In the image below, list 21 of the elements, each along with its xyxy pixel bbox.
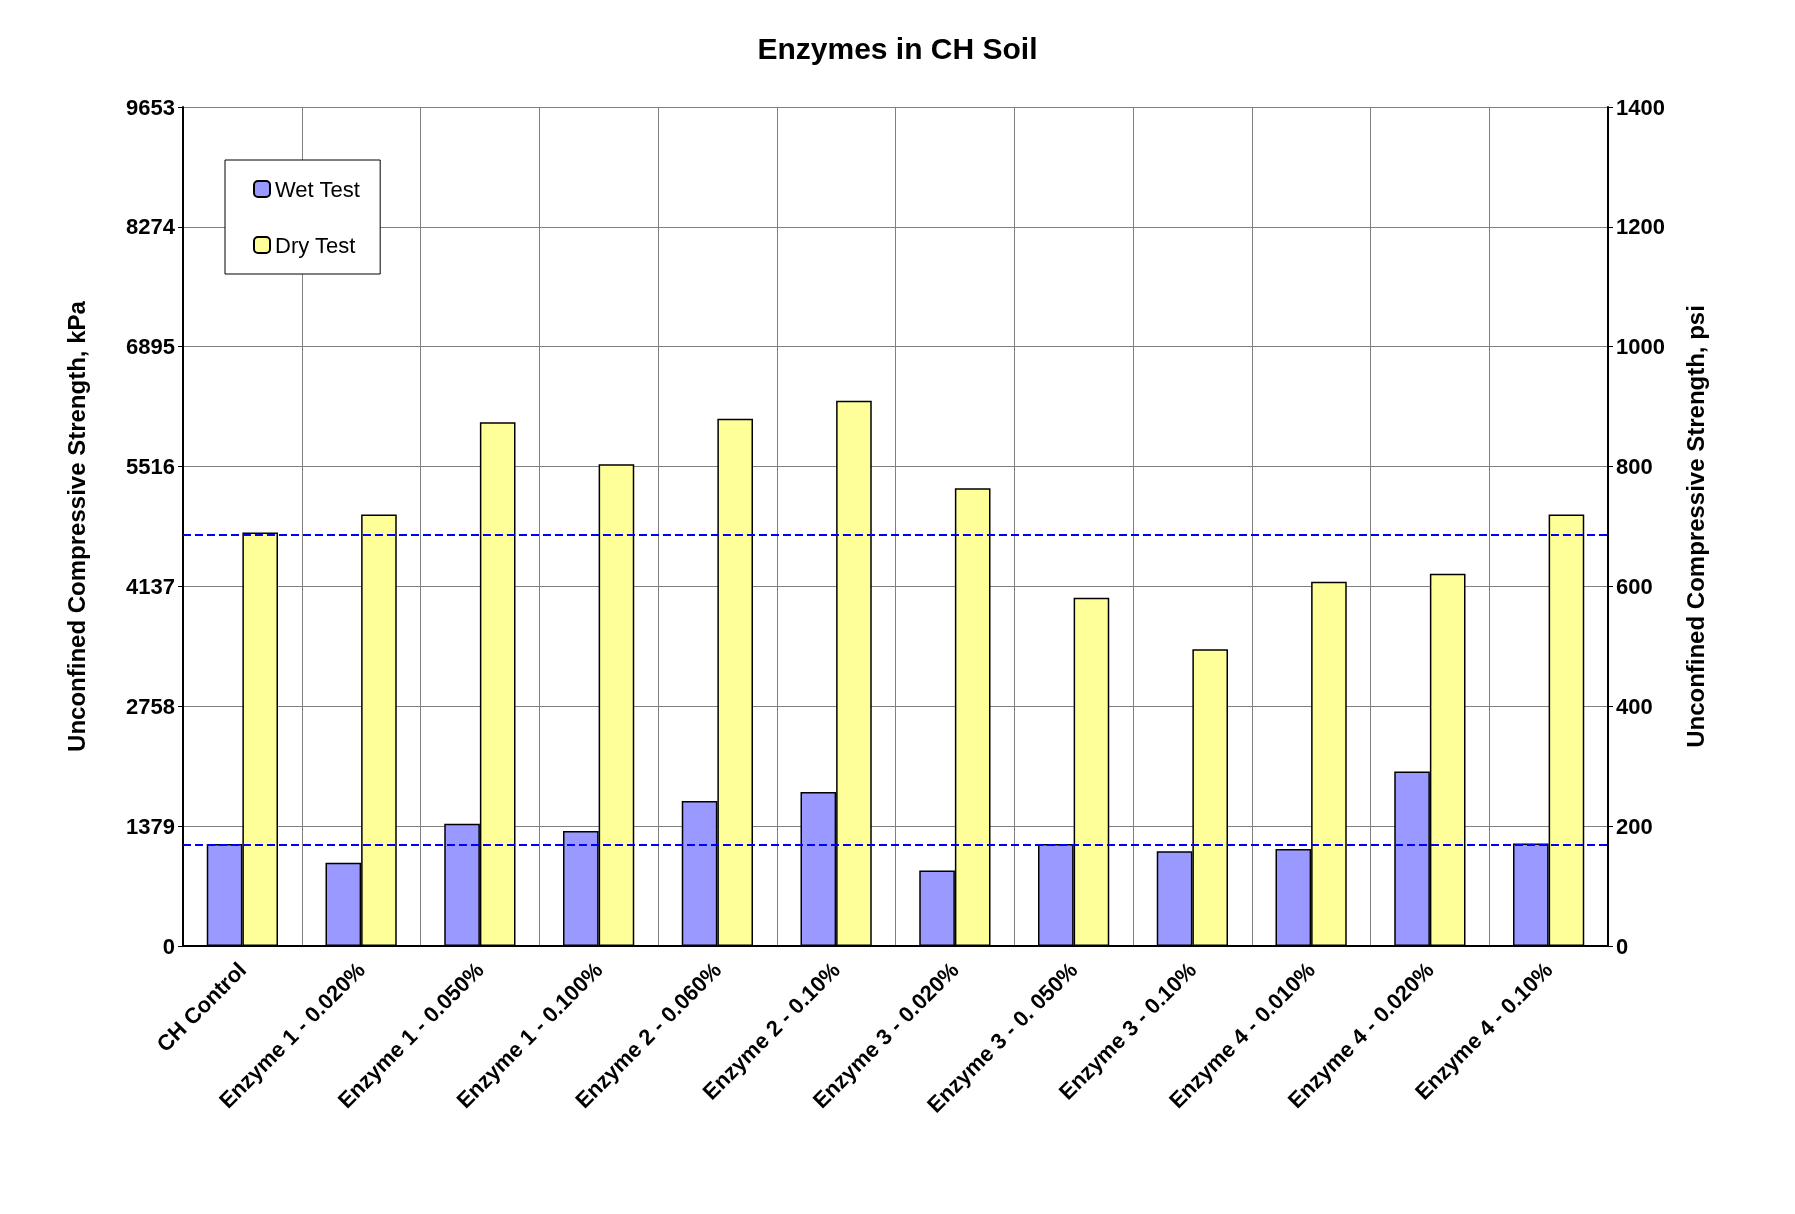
y-tick-label: 9653: [126, 94, 175, 120]
y2-tick-label: 600: [1616, 573, 1653, 599]
legend-label: Dry Test: [275, 232, 356, 258]
y-tick-label: 0: [162, 933, 175, 959]
y-tick-label: 5516: [126, 454, 175, 480]
y2-tick-label: 800: [1616, 454, 1653, 480]
y2-tick-label: 400: [1616, 693, 1653, 719]
y-tick-label: 2758: [126, 693, 175, 719]
y2-tick-label: 1000: [1616, 334, 1665, 360]
y2-axis-title: Unconfined Compressive Strength, psi: [1681, 305, 1709, 748]
y2-tick-label: 200: [1616, 813, 1653, 839]
y-tick-label: 6895: [126, 334, 175, 360]
chart-title: Enzymes in CH Soil: [757, 31, 1038, 65]
y-tick-label: 1379: [126, 813, 175, 839]
y-axis-title: Unconfined Compressive Strength, kPa: [62, 300, 90, 752]
legend-label: Wet Test: [275, 176, 360, 202]
y-tick-label: 8274: [126, 214, 176, 240]
y2-tick-label: 1400: [1616, 94, 1665, 120]
y2-tick-label: 1200: [1616, 214, 1665, 240]
y-tick-label: 4137: [126, 573, 175, 599]
y2-tick-label: 0: [1616, 933, 1629, 959]
